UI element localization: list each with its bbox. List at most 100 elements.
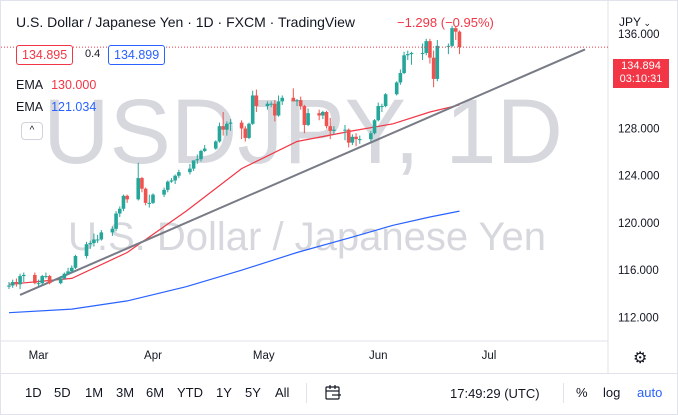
log-scale-toggle[interactable]: log	[603, 385, 621, 400]
candle	[446, 43, 451, 55]
price-change: −1.298 (−0.95%)	[397, 15, 494, 30]
candle-body	[306, 113, 310, 125]
candle-body	[62, 273, 67, 279]
chevron-up-icon: ^	[29, 125, 35, 136]
bar-countdown: 03:10:31	[619, 73, 663, 85]
watermark-description: U.S. Dollar / Japanese Yen	[68, 215, 546, 259]
candle	[165, 180, 170, 193]
candle-body	[273, 103, 277, 116]
candle	[169, 178, 174, 183]
utc-clock[interactable]: 17:49:29 (UTC)	[450, 386, 540, 401]
toolbar-divider	[563, 383, 564, 403]
candle	[177, 169, 181, 179]
candle	[343, 124, 347, 141]
timeframe-5y[interactable]: 5Y	[245, 385, 261, 400]
candle-body	[247, 123, 251, 138]
candle-body	[453, 28, 458, 32]
candle-body	[125, 195, 129, 200]
ema-legend-slow[interactable]: EMA 121.034	[16, 100, 96, 114]
candle-body	[295, 100, 299, 102]
candle	[47, 274, 52, 285]
timeframe-ytd[interactable]: YTD	[177, 385, 203, 400]
candle-body	[276, 101, 281, 116]
candle-body	[376, 106, 381, 121]
current-price-tag: 134.894 03:10:31	[613, 59, 669, 88]
timeframe-1d[interactable]: 1D	[25, 385, 42, 400]
sell-price-button[interactable]: 134.895	[16, 45, 74, 65]
candle	[280, 95, 285, 105]
price-axis-tick: 128.000	[618, 124, 660, 136]
ema-legend-fast[interactable]: EMA 130.000	[16, 78, 96, 92]
timeframe-6m[interactable]: 6M	[146, 385, 165, 400]
percent-scale-toggle[interactable]: %	[576, 385, 588, 400]
candle-body	[10, 281, 15, 286]
time-axis-tick: Jul	[482, 350, 497, 362]
candle-body	[173, 175, 177, 181]
candle	[324, 110, 329, 129]
candle	[372, 119, 377, 135]
symbol-title[interactable]: U.S. Dollar / Japanese Yen · 1D · FXCM ·…	[16, 14, 356, 30]
candle-body	[424, 41, 429, 53]
time-axis[interactable]: Mar Apr May Jun Jul	[29, 350, 497, 362]
candle	[298, 96, 303, 110]
calendar-range-icon[interactable]	[323, 383, 343, 403]
candle-body	[420, 52, 425, 54]
candle-body	[136, 178, 141, 200]
candle	[317, 109, 321, 121]
timeframe-1m[interactable]: 1M	[85, 385, 104, 400]
candle-body	[228, 122, 233, 124]
candle-body	[21, 274, 26, 277]
price-axis-tick: 116.000	[618, 265, 659, 277]
candle-body	[332, 129, 336, 131]
candle-body	[92, 239, 96, 244]
trendline[interactable]	[19, 48, 586, 296]
candle	[151, 193, 155, 205]
candle-body	[243, 128, 248, 138]
candle	[276, 95, 281, 117]
candle-body	[44, 276, 48, 278]
currency-selector[interactable]: JPY ⌄	[619, 15, 651, 29]
candle-body	[169, 180, 174, 182]
candle-body	[147, 202, 152, 204]
gear-icon[interactable]: ⚙	[633, 350, 648, 367]
candle-body	[73, 256, 78, 268]
bottom-toolbar: 1D 5D 1M 3M 6M YTD 1Y 5Y All 17:49:29 (U…	[1, 373, 677, 414]
timeframe-1y[interactable]: 1Y	[216, 385, 232, 400]
candle-body	[409, 52, 414, 55]
candle	[250, 90, 255, 125]
candle-body	[202, 148, 207, 151]
ema-fast-label: EMA	[16, 78, 44, 92]
candle	[217, 122, 222, 143]
timeframe-5d[interactable]: 5D	[54, 385, 71, 400]
time-axis-tick: Mar	[29, 350, 49, 362]
collapse-legend-button[interactable]: ^	[21, 122, 43, 140]
candle	[405, 50, 410, 61]
buy-price-button[interactable]: 134.899	[108, 45, 166, 65]
candle	[221, 111, 225, 136]
candle	[239, 120, 244, 140]
candle	[188, 163, 192, 175]
candle-body	[95, 239, 100, 241]
candle	[332, 126, 336, 135]
candle	[402, 51, 406, 75]
timeframe-3m[interactable]: 3M	[116, 385, 135, 400]
candle-body	[383, 94, 388, 107]
candle	[195, 154, 200, 164]
candle-body	[110, 228, 115, 233]
candle-body	[324, 111, 329, 127]
candle	[147, 194, 152, 208]
candle-body	[188, 168, 192, 173]
timeframe-all[interactable]: All	[275, 385, 290, 400]
auto-scale-toggle[interactable]: auto	[637, 385, 663, 400]
candle	[295, 98, 299, 107]
candle-body	[40, 276, 45, 284]
candle	[73, 254, 78, 269]
candle	[10, 279, 15, 288]
candle-body	[213, 141, 218, 149]
candle	[225, 121, 229, 136]
candle	[62, 272, 67, 280]
candle	[380, 103, 384, 112]
candle	[95, 234, 100, 244]
candle	[376, 102, 381, 122]
